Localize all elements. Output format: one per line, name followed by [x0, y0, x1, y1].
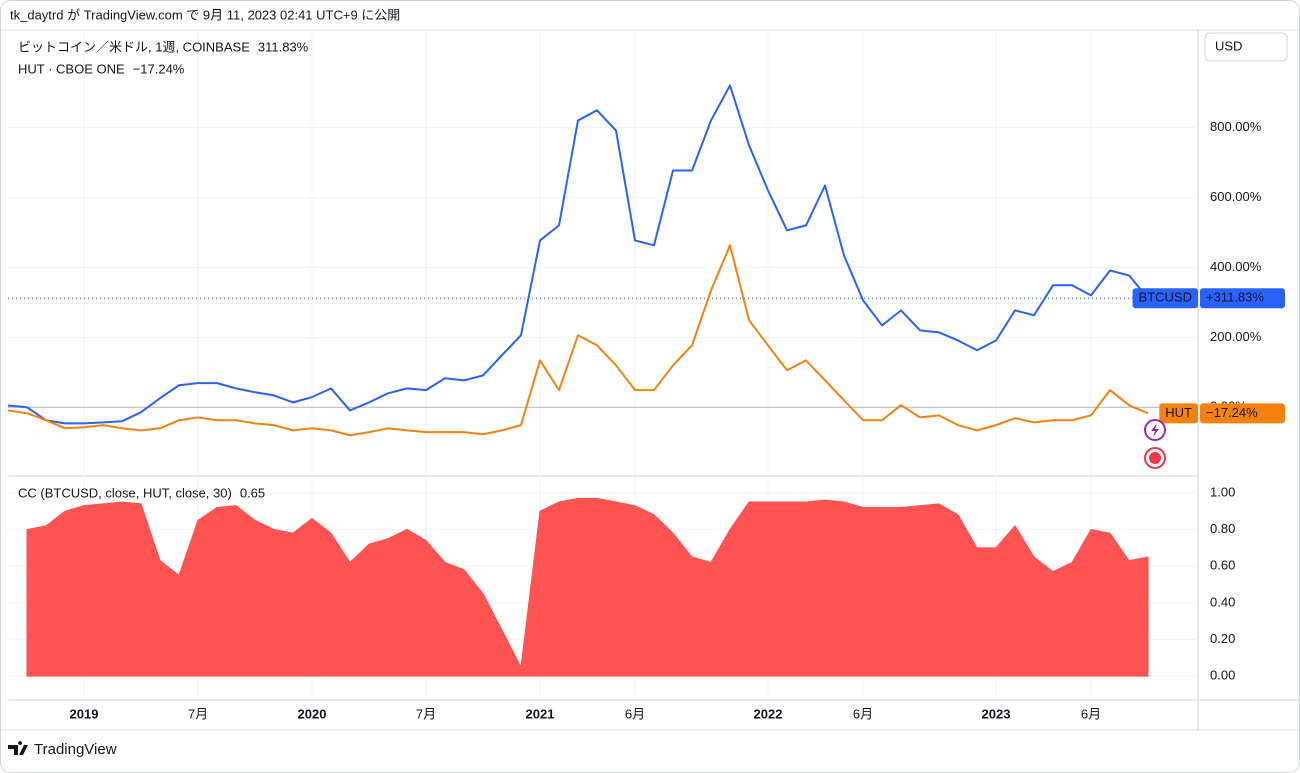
- currency-button-box[interactable]: [1204, 32, 1288, 62]
- badge-name-box: [1159, 403, 1198, 424]
- y-tick-label: 600.00%: [1210, 189, 1262, 204]
- x-tick-label: 7月: [188, 706, 208, 721]
- logo-mark: [8, 741, 28, 755]
- logo: TradingView: [8, 741, 117, 758]
- y-tick-label: 1.00: [1210, 484, 1235, 499]
- legend-value: 311.83%: [258, 39, 309, 54]
- badge-name: BTCUSD: [1139, 290, 1192, 305]
- x-tick-label: 2020: [298, 706, 327, 721]
- indicator-title: CC (BTCUSD, close, HUT, close, 30): [18, 485, 232, 500]
- x-tick-label: 2021: [526, 706, 555, 721]
- y-tick-label: 200.00%: [1210, 329, 1262, 344]
- y-tick-label: 0.60: [1210, 558, 1235, 573]
- badge-name: HUT: [1165, 405, 1192, 420]
- y-tick-label: 0.80: [1210, 521, 1235, 536]
- x-tick-label: 7月: [416, 706, 436, 721]
- y-tick-label: 0.40: [1210, 594, 1235, 609]
- plot-layer: 20197月20207月20216月20226月20236月0.00%200.0…: [7, 30, 1285, 721]
- x-tick-label: 6月: [853, 706, 873, 721]
- y-tick-label: 400.00%: [1210, 259, 1262, 274]
- event-icons: [1144, 419, 1166, 469]
- currency-button[interactable]: USD: [1204, 32, 1288, 62]
- event-icon-glyph: [1151, 423, 1159, 437]
- x-tick-label: 2019: [70, 706, 99, 721]
- x-tick-label: 2022: [754, 706, 783, 721]
- badge-name-box: [1132, 288, 1198, 309]
- legend-value: −17.24%: [133, 61, 185, 76]
- x-tick-label: 6月: [625, 706, 645, 721]
- legend-name: HUT · CBOE ONE: [18, 61, 125, 76]
- header: tk_daytrd が TradingView.com で 9月 11, 202…: [10, 7, 400, 22]
- y-tick-label: 0.20: [1210, 631, 1235, 646]
- currency-button-label[interactable]: USD: [1215, 38, 1242, 53]
- area: [26, 497, 1149, 677]
- indicator-value: 0.65: [240, 485, 265, 500]
- footer-brand: TradingView: [34, 741, 117, 758]
- price-badge: HUT −17.24%: [1159, 403, 1285, 424]
- series-line: [7, 84, 1149, 425]
- y-tick-label: 800.00%: [1210, 119, 1262, 134]
- x-tick-label: 2023: [982, 706, 1011, 721]
- badge-value-box: [1200, 288, 1285, 309]
- badge-value: −17.24%: [1206, 405, 1258, 420]
- x-tick-label: 6月: [1081, 706, 1101, 721]
- badge-value-box: [1200, 403, 1285, 424]
- y-tick-label: 0.00: [1210, 668, 1235, 683]
- price-badge: BTCUSD +311.83%: [1132, 288, 1285, 309]
- badge-value: +311.83%: [1206, 290, 1264, 305]
- series-line: [7, 244, 1149, 437]
- legend-name: ビットコイン／米ドル, 1週, COINBASE: [18, 39, 250, 54]
- dividend-icon-glyph: [1149, 452, 1161, 464]
